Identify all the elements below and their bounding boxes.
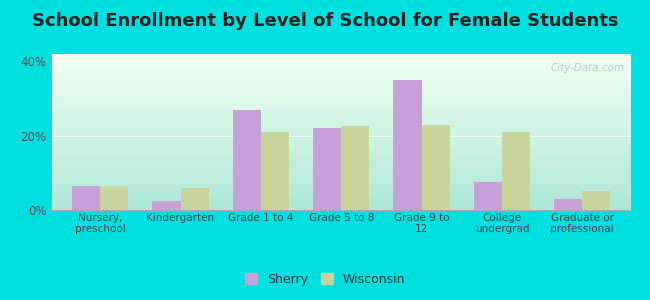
Bar bbox=[72, 186, 100, 210]
Bar bbox=[502, 132, 530, 210]
Bar bbox=[181, 188, 209, 210]
Text: City-Data.com: City-Data.com bbox=[551, 63, 625, 74]
Bar bbox=[261, 132, 289, 210]
Bar bbox=[393, 80, 422, 210]
Bar bbox=[341, 126, 369, 210]
Bar bbox=[554, 199, 582, 210]
Bar bbox=[153, 201, 181, 210]
Bar bbox=[233, 110, 261, 210]
Bar bbox=[100, 186, 128, 210]
Legend: Sherry, Wisconsin: Sherry, Wisconsin bbox=[239, 268, 411, 291]
Text: School Enrollment by Level of School for Female Students: School Enrollment by Level of School for… bbox=[32, 12, 618, 30]
Bar bbox=[313, 128, 341, 210]
Bar bbox=[422, 124, 450, 210]
Bar bbox=[474, 182, 502, 210]
Bar bbox=[582, 191, 610, 210]
